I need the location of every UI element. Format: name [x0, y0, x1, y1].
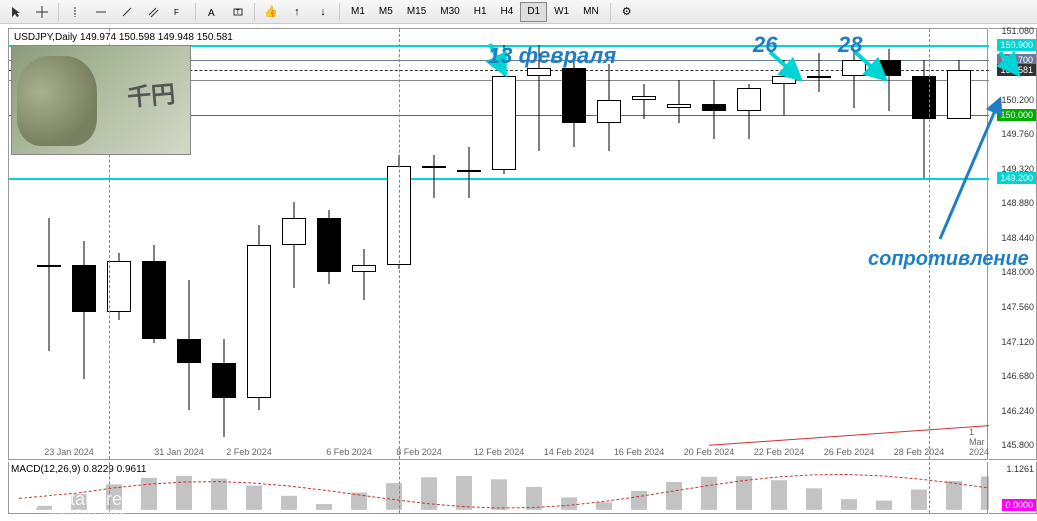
tf-MN[interactable]: MN	[576, 2, 606, 22]
y-tick: 148.440	[1001, 233, 1034, 243]
tf-M15[interactable]: M15	[400, 2, 433, 22]
candle	[597, 29, 621, 461]
label-tool[interactable]: T	[226, 2, 250, 22]
x-label: 16 Feb 2024	[614, 447, 665, 457]
tf-M1[interactable]: M1	[344, 2, 372, 22]
x-label: 6 Feb 2024	[326, 447, 372, 457]
x-label: 31 Jan 2024	[154, 447, 204, 457]
candle	[842, 29, 866, 461]
candle	[352, 29, 376, 461]
chart-main[interactable]: USDJPY,Daily 149.974 150.598 149.948 150…	[8, 28, 988, 460]
svg-text:T: T	[236, 10, 240, 16]
timeframe-group: M1M5M15M30H1H4D1W1MN	[344, 2, 606, 22]
trendline-tool[interactable]	[115, 2, 139, 22]
x-label: 12 Feb 2024	[474, 447, 525, 457]
candle	[877, 29, 901, 461]
tf-D1[interactable]: D1	[520, 2, 547, 22]
currency-thumbnail	[11, 45, 191, 155]
y-tick: 148.880	[1001, 198, 1034, 208]
price-tag: 149.200	[997, 172, 1036, 184]
price-tag: 150.581	[997, 64, 1036, 76]
candle	[772, 29, 796, 461]
arrowup-icon[interactable]: ↑	[285, 2, 309, 22]
y-tick: 149.760	[1001, 129, 1034, 139]
candle	[667, 29, 691, 461]
vline	[399, 29, 400, 459]
candle	[702, 29, 726, 461]
tf-M30[interactable]: M30	[433, 2, 466, 22]
hline-tool[interactable]	[89, 2, 113, 22]
tf-W1[interactable]: W1	[547, 2, 576, 22]
candle	[422, 29, 446, 461]
x-label: 23 Jan 2024	[44, 447, 94, 457]
vline-tool[interactable]	[63, 2, 87, 22]
candle	[737, 29, 761, 461]
candle	[247, 29, 271, 461]
x-label: 28 Feb 2024	[894, 447, 945, 457]
candle	[562, 29, 586, 461]
logo-subtitle: Instant Forex Trading	[50, 508, 126, 517]
logo-icon	[12, 485, 40, 513]
fib-tool[interactable]: F	[167, 2, 191, 22]
candle	[527, 29, 551, 461]
y-tick: 147.560	[1001, 302, 1034, 312]
candle	[632, 29, 656, 461]
cursor-tool[interactable]	[4, 2, 28, 22]
y-tick: 151.080	[1001, 26, 1034, 36]
price-tag: 150.000	[997, 109, 1036, 121]
candle	[212, 29, 236, 461]
candle	[807, 29, 831, 461]
x-label: 2 Feb 2024	[226, 447, 272, 457]
y-axis: 151.080150.640150.200149.760149.320148.8…	[989, 28, 1037, 460]
y-tick: 146.240	[1001, 406, 1034, 416]
tf-H1[interactable]: H1	[467, 2, 494, 22]
crosshair-tool[interactable]	[30, 2, 54, 22]
y-tick: 147.120	[1001, 337, 1034, 347]
svg-text:A: A	[208, 8, 215, 18]
vline	[929, 29, 930, 459]
svg-text:F: F	[174, 8, 179, 17]
x-label: 22 Feb 2024	[754, 447, 805, 457]
macd-yaxis: 1.12610.0000	[989, 462, 1037, 514]
x-label: 8 Feb 2024	[396, 447, 442, 457]
text-tool[interactable]: A	[200, 2, 224, 22]
toolbar: F A T 👍 ↑ ↓ M1M5M15M30H1H4D1W1MN ⚙	[0, 0, 1037, 24]
candle	[912, 29, 936, 461]
y-tick: 146.680	[1001, 371, 1034, 381]
tf-M5[interactable]: M5	[372, 2, 400, 22]
y-tick: 150.200	[1001, 95, 1034, 105]
price-tag: 150.900	[997, 39, 1036, 51]
y-tick: 145.800	[1001, 440, 1034, 450]
candle	[947, 29, 971, 461]
x-label: 1 Mar 2024	[969, 427, 989, 457]
candle	[282, 29, 306, 461]
candle	[457, 29, 481, 461]
chart-container: USDJPY,Daily 149.974 150.598 149.948 150…	[0, 24, 1037, 521]
candle	[317, 29, 341, 461]
macd-panel[interactable]: MACD(12,26,9) 0.8229 0.9611	[8, 462, 988, 514]
channel-tool[interactable]	[141, 2, 165, 22]
logo-text: InstaForex	[46, 489, 131, 510]
x-label: 20 Feb 2024	[684, 447, 735, 457]
annotation-text: 13 февраля	[488, 43, 616, 69]
x-label: 14 Feb 2024	[544, 447, 595, 457]
candle	[492, 29, 516, 461]
chart-title: USDJPY,Daily 149.974 150.598 149.948 150…	[11, 31, 236, 44]
annotation-text: 26	[753, 32, 777, 58]
tf-H4[interactable]: H4	[494, 2, 521, 22]
arrowdown-icon[interactable]: ↓	[311, 2, 335, 22]
annotation-text: сопротивление	[868, 248, 1029, 271]
annotation-text: 28	[838, 32, 862, 58]
thumbup-icon[interactable]: 👍	[259, 2, 283, 22]
settings-icon[interactable]: ⚙	[615, 2, 639, 22]
x-label: 26 Feb 2024	[824, 447, 875, 457]
